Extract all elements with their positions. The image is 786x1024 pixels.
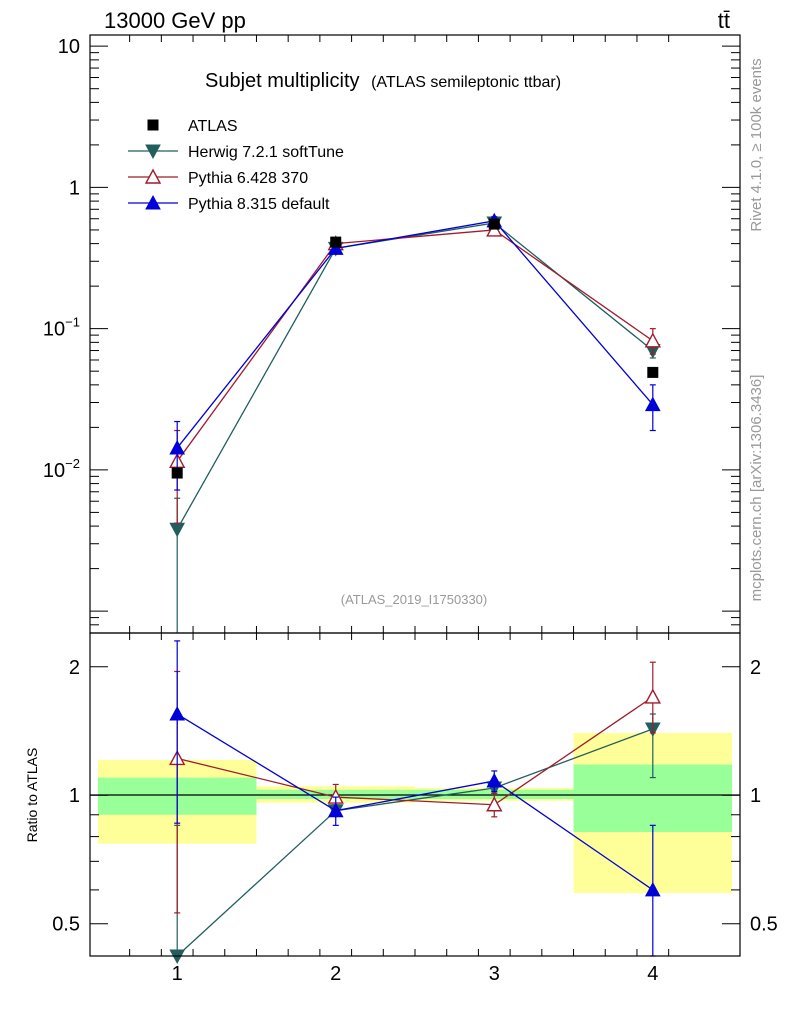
data-point-atlas <box>330 236 342 248</box>
xtick-label: 2 <box>330 963 341 985</box>
legend-marker-atlas <box>147 119 159 131</box>
ratio-ytick-label: 0.5 <box>52 914 80 936</box>
xtick-label: 4 <box>647 963 658 985</box>
legend-label-atlas: ATLAS <box>188 118 238 135</box>
ratio-point-pythia-8-315-default <box>169 705 186 721</box>
chart-title-main: Subjet multiplicity <box>205 70 360 92</box>
process-label: tt̄ <box>718 8 730 33</box>
ratio-ytick-label-right: 0.5 <box>750 914 778 936</box>
data-point-pythia-6-428-370 <box>644 332 661 348</box>
chart-subtitle: (ATLAS semileptonic ttbar) <box>371 74 561 91</box>
xtick-label: 3 <box>489 963 500 985</box>
ratio-line-herwig-7-2-1-softtune <box>176 728 654 957</box>
legend-marker-herwig-7-2-1-softtune <box>145 144 161 160</box>
series-line-pythia-8-315-default <box>176 220 654 449</box>
data-point-atlas <box>488 218 500 230</box>
legend-marker-pythia-6-428-370 <box>144 168 162 184</box>
series-line-herwig-7-2-1-softtune <box>176 222 654 530</box>
legend-label-herwig-7-2-1-softtune: Herwig 7.2.1 softTune <box>188 144 344 161</box>
ratio-point-pythia-6-428-370 <box>644 688 661 704</box>
ratio-ytick-label-right: 1 <box>750 785 761 807</box>
ratio-ylabel: Ratio to ATLAS <box>24 748 40 843</box>
data-point-pythia-8-315-default <box>169 439 186 455</box>
data-point-pythia-8-315-default <box>327 240 344 255</box>
source-label: mcplots.cern.ch [arXiv:1306.3436] <box>748 375 765 602</box>
ratio-point-pythia-8-315-default <box>327 802 344 818</box>
ratio-ytick-label: 1 <box>69 785 80 807</box>
data-point-atlas <box>647 366 659 378</box>
main-ytick-label: 1 <box>69 177 80 199</box>
xtick-label: 1 <box>172 963 183 985</box>
rivet-label: Rivet 4.1.0, ≥ 100k events <box>748 58 765 231</box>
legend-marker-pythia-8-315-default <box>145 194 161 210</box>
data-point-atlas <box>171 467 183 479</box>
analysis-id: (ATLAS_2019_I1750330) <box>341 592 487 607</box>
ratio-ytick-label: 2 <box>69 657 80 679</box>
ratio-ytick-label-right: 2 <box>750 657 761 679</box>
series-line-pythia-6-428-370 <box>176 229 654 462</box>
ratio-point-pythia-8-315-default <box>644 881 661 897</box>
legend: ATLAS Herwig 7.2.1 softTune Pythia 6.428 3… <box>128 118 344 213</box>
data-point-pythia-8-315-default <box>644 396 661 412</box>
legend-label-pythia-8-315-default: Pythia 8.315 default <box>188 196 330 213</box>
collision-label: 13000 GeV pp <box>104 8 246 33</box>
ratio-line-pythia-6-428-370 <box>177 696 654 806</box>
data-point-herwig-7-2-1-softtune <box>169 522 186 538</box>
legend-label-pythia-6-428-370: Pythia 6.428 370 <box>188 170 308 187</box>
ratio-point-pythia-8-315-default <box>486 772 503 788</box>
ratio-panel: 1 2 3 4 0.5 0.5 1 1 2 2 <box>52 632 778 985</box>
main-ytick-label: 10 <box>58 36 80 58</box>
main-ytick-label: 10−2 <box>43 456 80 482</box>
chart-title: Subjet multiplicity (ATLAS semileptonic … <box>205 70 561 92</box>
ratio-point-pythia-6-428-370 <box>486 796 503 812</box>
ratio-line-pythia-8-315-default <box>176 713 654 891</box>
main-panel: 10 1 10−1 10−2 <box>43 34 741 634</box>
main-ytick-label: 10−1 <box>43 315 80 341</box>
